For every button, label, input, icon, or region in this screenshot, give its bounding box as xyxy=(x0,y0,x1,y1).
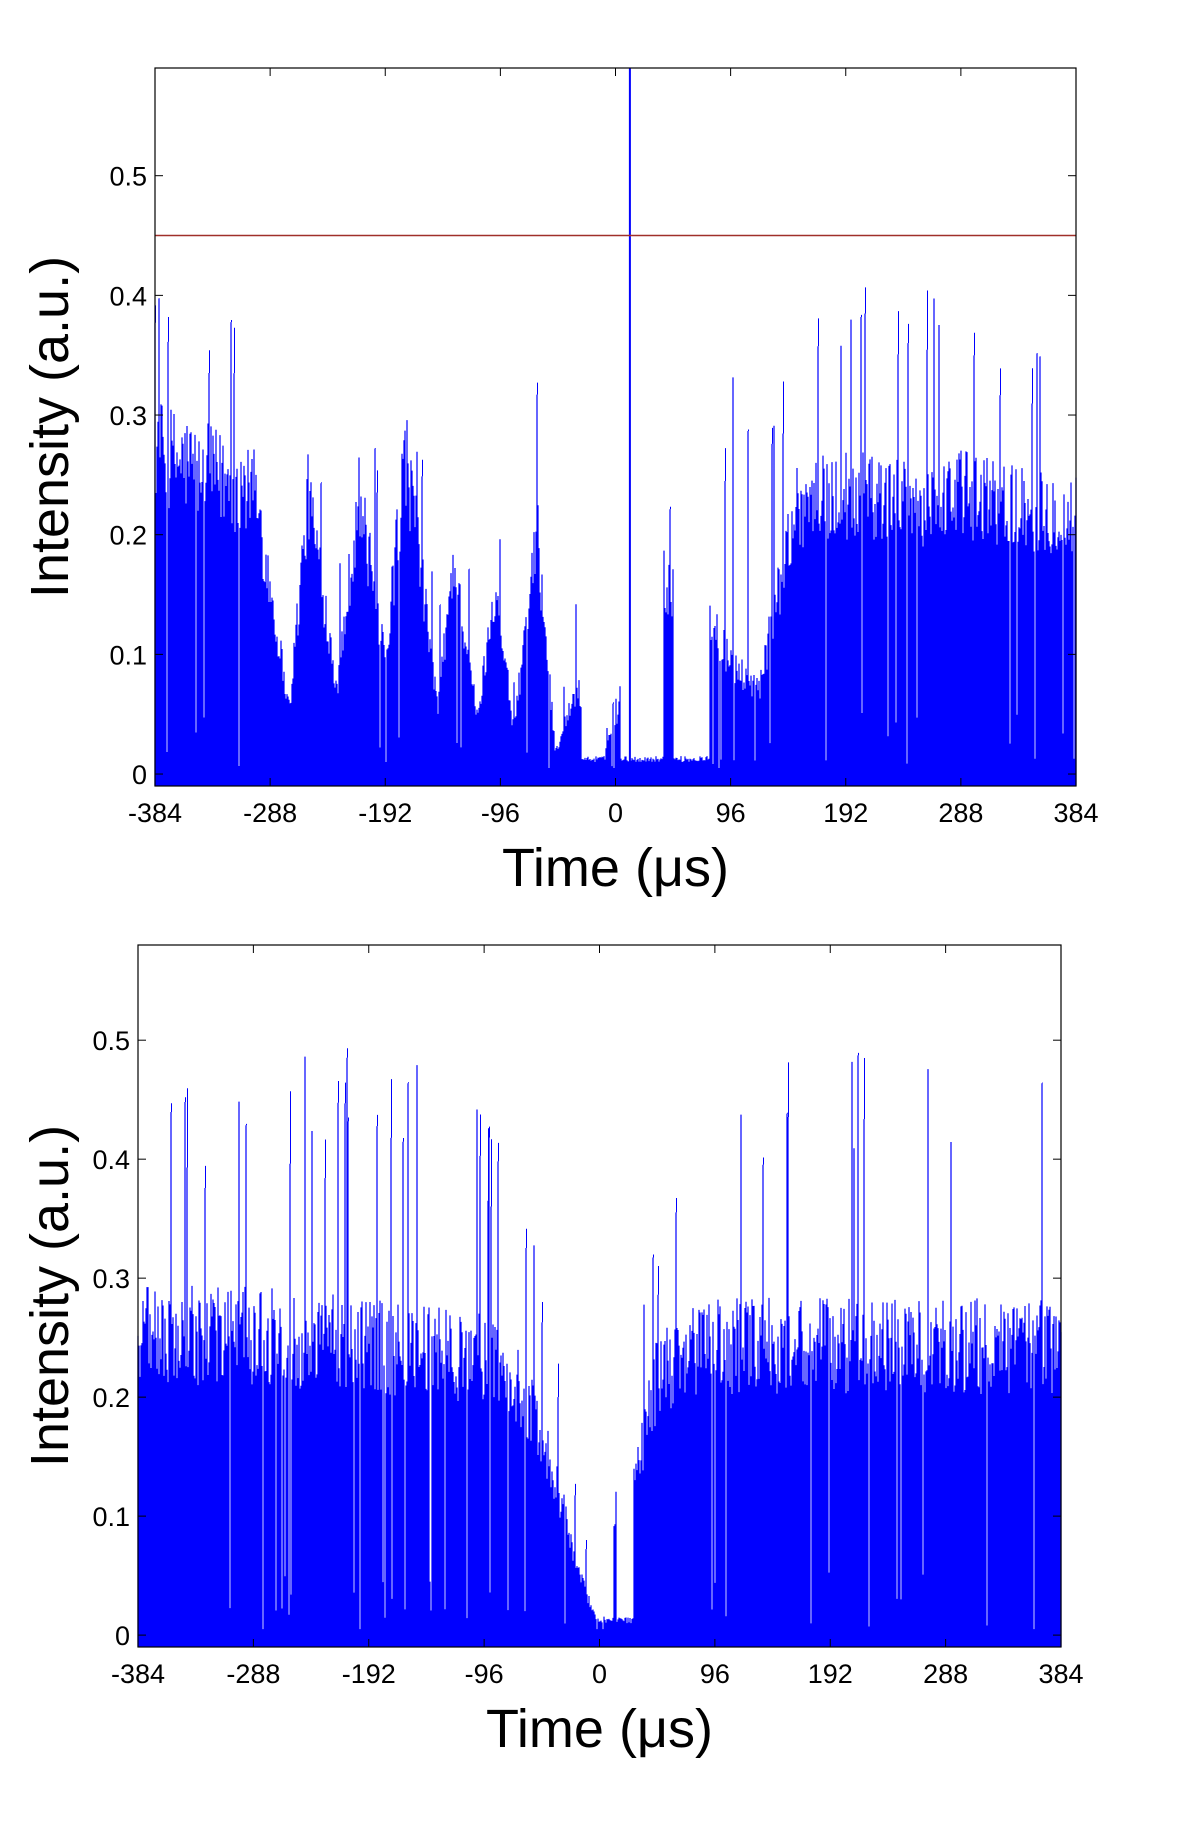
intensity-bars xyxy=(154,298,1077,786)
chart-bottom-svg: -384 -288 -192 -96 0 96 192 288 384 0 0.1 0.2 0.3 0.4… xyxy=(20,944,1084,1759)
x-tick-label: -192 xyxy=(358,798,412,828)
x-tick-label: -192 xyxy=(342,1659,396,1689)
x-tick-label: 0 xyxy=(592,1659,607,1689)
x-tick-label: -384 xyxy=(111,1659,165,1689)
y-tick-label: 0.1 xyxy=(109,640,147,670)
chart-top-svg: -384 -288 -192 -96 0 96 192 288 384 0 0.1 0.2 0.3 0.4… xyxy=(20,67,1099,898)
y-tick-label: 0.2 xyxy=(109,521,147,551)
x-tick-label: -96 xyxy=(481,798,520,828)
y-tick-label: 0.4 xyxy=(109,281,147,311)
x-axis-label: Time (μs) xyxy=(486,1699,713,1759)
x-tick-label: 96 xyxy=(700,1659,730,1689)
y-tick-label: 0 xyxy=(132,760,147,790)
x-tick-label: 384 xyxy=(1038,1659,1083,1689)
x-tick-label: -288 xyxy=(243,798,297,828)
x-tick-label: 0 xyxy=(608,798,623,828)
x-tick-label: 288 xyxy=(938,798,983,828)
intensity-spikes xyxy=(171,1048,1043,1550)
x-tick-label: -96 xyxy=(465,1659,504,1689)
y-axis-label: Intensity (a.u.) xyxy=(20,1125,80,1467)
intensity-bars xyxy=(137,1055,1062,1647)
y-tick-label: 0.4 xyxy=(92,1145,130,1175)
x-tick-label: 192 xyxy=(823,798,868,828)
data-series xyxy=(137,1048,1062,1647)
y-axis-label: Intensity (a.u.) xyxy=(20,256,80,598)
y-tick-label: 0.2 xyxy=(92,1383,130,1413)
y-tick-label: 0.5 xyxy=(92,1026,130,1056)
y-tick-label: 0.3 xyxy=(92,1264,130,1294)
y-tick-label: 0.3 xyxy=(109,401,147,431)
x-tick-label: -288 xyxy=(226,1659,280,1689)
x-axis-label: Time (μs) xyxy=(502,838,729,898)
chart-bottom: -384 -288 -192 -96 0 96 192 288 384 0 0.1 0.2 0.3 0.4… xyxy=(0,914,1180,1828)
y-tick-label: 0 xyxy=(115,1621,130,1651)
y-tick-label: 0.5 xyxy=(109,162,147,192)
x-tick-label: 288 xyxy=(923,1659,968,1689)
chart-top: -384 -288 -192 -96 0 96 192 288 384 0 0.1 0.2 0.3 0.4… xyxy=(0,0,1180,914)
data-series xyxy=(154,287,1077,786)
x-tick-label: 384 xyxy=(1053,798,1098,828)
x-tick-label: 192 xyxy=(808,1659,853,1689)
x-tick-label: 96 xyxy=(716,798,746,828)
y-tick-label: 0.1 xyxy=(92,1502,130,1532)
x-tick-label: -384 xyxy=(128,798,182,828)
